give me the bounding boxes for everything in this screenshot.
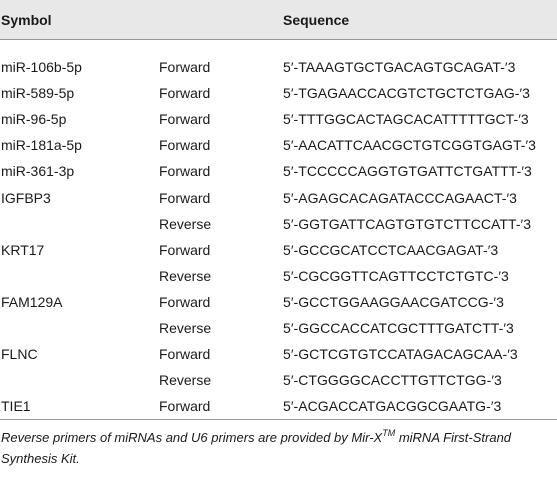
footnote-text: Reverse primers of miRNAs and U6 primers… [1,430,383,445]
cell-sequence: 5′-CTGGGGCACCTTGTTCTGG-′3 [283,372,502,388]
cell-sequence: 5′-GGCCACCATCGCTTTGATCTT-′3 [283,320,514,336]
cell-direction: Forward [159,85,211,101]
cell-direction: Forward [159,190,211,206]
cell-symbol: IGFBP3 [1,190,51,206]
table-header: Symbol Sequence [0,0,557,40]
table-row: FAM129A Forward 5′-GCCTGGAAGGAACGATCCG-′3 [0,289,557,315]
cell-direction: Forward [159,137,211,153]
cell-symbol: KRT17 [1,242,45,258]
table-row: Reverse 5′-GGCCACCATCGCTTTGATCTT-′3 [0,315,557,341]
header-symbol: Symbol [1,12,52,28]
cell-sequence: 5′-AACATTCAACGCTGTCGGTGAGT-′3 [283,137,537,153]
cell-sequence: 5′-GGTGATTCAGTGTGTCTTCCATT-′3 [283,216,532,232]
table-row: miR-96-5p Forward 5′-TTTGGCACTAGCACATTTTTG… [0,106,557,132]
table-row: Reverse 5′-CGCGGTTCAGTTCCTCTGTC-′3 [0,263,557,289]
cell-sequence: 5′-ACGACCATGACGGCGAATG-′3 [283,398,502,414]
header-sequence: Sequence [283,12,350,28]
footnote-text-end: miRNA First-Strand Synthesis Kit. [1,430,512,466]
table-row: IGFBP3 Forward 5′-AGAGCACAGATACCCAGAACT-′3 [0,185,557,211]
cell-sequence: 5′-TTTGGCACTAGCACATTTTTGCT-′3 [283,111,529,127]
table-row: miR-589-5p Forward 5′-TGAGAACCACGTCTGCTCTG… [0,80,557,106]
footnote-trademark: TM [382,427,396,438]
table-row: FLNC Forward 5′-GCTCGTGTCCATAGACAGCAA-′3 [0,341,557,367]
cell-symbol: FAM129A [1,294,63,310]
cell-direction: Forward [159,242,211,258]
cell-direction: Forward [159,398,211,414]
cell-direction: Forward [159,59,211,75]
cell-sequence: 5′-GCCGCATCCTCAACGAGAT-′3 [283,242,499,258]
cell-sequence: 5′-GCTCGTGTCCATAGACAGCAA-′3 [283,346,518,362]
cell-sequence: 5′-TAAAGTGCTGACAGTGCAGAT-′3 [283,59,516,75]
cell-direction: Reverse [159,320,212,336]
cell-symbol: miR-589-5p [1,85,75,101]
table-row: Reverse 5′-CTGGGGCACCTTGTTCTGG-′3 [0,367,557,393]
cell-symbol: miR-96-5p [1,111,67,127]
cell-direction: Reverse [159,216,212,232]
cell-sequence: 5′-GCCTGGAAGGAACGATCCG-′3 [283,294,504,310]
cell-direction: Forward [159,111,211,127]
table-row: miR-106b-5p Forward 5′-TAAAGTGCTGACAGTGCAG… [0,54,557,80]
table-row: miR-361-3p Forward 5′-TCCCCCAGGTGTGATTCTGA… [0,158,557,184]
table-row: KRT17 Forward 5′-GCCGCATCCTCAACGAGAT-′3 [0,237,557,263]
table-row: TIE1 Forward 5′-ACGACCATGACGGCGAATG-′3 [0,393,557,419]
table-bottom-rule [0,419,557,420]
table-row: miR-181a-5p Forward 5′-AACATTCAACGCTGTCGGT… [0,132,557,158]
cell-sequence: 5′-AGAGCACAGATACCCAGAACT-′3 [283,190,518,206]
cell-sequence: 5′-TGAGAACCACGTCTGCTCTGAG-′3 [283,85,530,101]
cell-symbol: FLNC [1,346,38,362]
cell-direction: Reverse [159,372,212,388]
cell-sequence: 5′-TCCCCCAGGTGTGATTCTGATTT-′3 [283,163,532,179]
table-footnote: Reverse primers of miRNAs and U6 primers… [1,427,551,469]
cell-direction: Forward [159,294,211,310]
cell-direction: Forward [159,163,211,179]
cell-symbol: miR-181a-5p [1,137,82,153]
cell-sequence: 5′-CGCGGTTCAGTTCCTCTGTC-′3 [283,268,509,284]
cell-symbol: TIE1 [1,398,31,414]
cell-symbol: miR-361-3p [1,163,75,179]
table-row: Reverse 5′-GGTGATTCAGTGTGTCTTCCATT-′3 [0,211,557,237]
cell-direction: Reverse [159,268,212,284]
cell-direction: Forward [159,346,211,362]
cell-symbol: miR-106b-5p [1,59,82,75]
